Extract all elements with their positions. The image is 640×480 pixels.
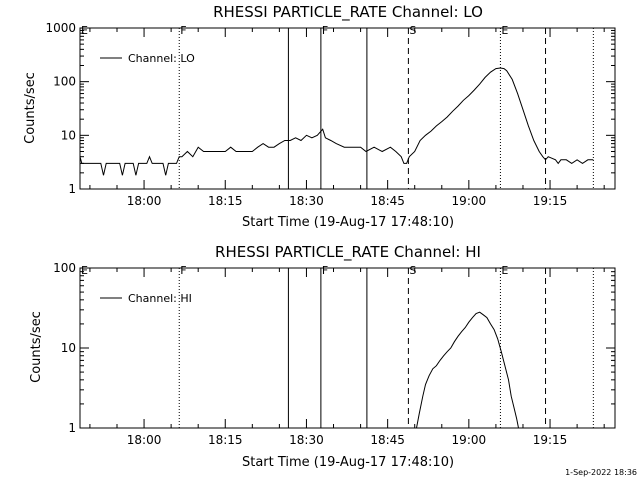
chart-hi: RHESSI PARTICLE_RATE Channel: HI Start T… [29, 243, 616, 470]
chart-title-hi: RHESSI PARTICLE_RATE Channel: HI [215, 243, 481, 262]
event-marker-label-hi-1: F [180, 264, 186, 277]
y-tick-label-lo-1: 10 [61, 128, 76, 142]
event-marker-label-hi-0: E [81, 264, 88, 277]
x-tick-label-hi-3: 18:45 [370, 433, 405, 447]
x-axis-label-lo: Start Time (19-Aug-17 17:48:10) [242, 215, 454, 230]
event-marker-label-hi-5: S [409, 264, 416, 277]
series-line-lo-0 [79, 67, 594, 176]
y-tick-label-lo-3: 1000 [45, 21, 76, 35]
event-marker-label-lo-5: S [409, 24, 416, 37]
x-tick-label-lo-1: 18:15 [208, 194, 243, 208]
legend-label-hi: Channel: HI [128, 292, 192, 305]
x-tick-label-lo-3: 18:45 [370, 194, 405, 208]
event-marker-label-lo-3: F [322, 24, 328, 37]
y-axis-label-hi: Counts/sec [29, 311, 44, 383]
event-marker-label-hi-3: F [322, 264, 328, 277]
x-tick-label-lo-5: 19:15 [533, 194, 568, 208]
y-axis-label-lo: Counts/sec [23, 72, 38, 144]
y-tick-label-hi-2: 100 [53, 261, 76, 275]
legend-label-lo: Channel: LO [128, 52, 195, 65]
chart-lo: RHESSI PARTICLE_RATE Channel: LO Start T… [23, 3, 616, 230]
x-tick-label-hi-0: 18:00 [127, 433, 162, 447]
y-tick-label-hi-1: 10 [61, 341, 76, 355]
x-axis-label-hi: Start Time (19-Aug-17 17:48:10) [242, 455, 454, 470]
y-tick-label-lo-2: 100 [53, 75, 76, 89]
series-line-hi-0 [416, 311, 519, 429]
x-tick-label-hi-4: 19:00 [452, 433, 487, 447]
event-marker-label-hi-6: E [501, 264, 508, 277]
x-tick-label-lo-0: 18:00 [127, 194, 162, 208]
x-tick-label-lo-2: 18:30 [289, 194, 324, 208]
x-tick-label-hi-5: 19:15 [533, 433, 568, 447]
x-tick-label-hi-1: 18:15 [208, 433, 243, 447]
x-tick-label-hi-2: 18:30 [289, 433, 324, 447]
chart-title-lo: RHESSI PARTICLE_RATE Channel: LO [213, 3, 483, 22]
event-marker-label-lo-6: E [501, 24, 508, 37]
event-marker-label-lo-0: E [81, 24, 88, 37]
generation-timestamp: 1-Sep-2022 18:36 [565, 468, 637, 477]
y-tick-label-lo-0: 1 [68, 182, 76, 196]
event-marker-label-lo-1: F [180, 24, 186, 37]
y-tick-label-hi-0: 1 [68, 421, 76, 435]
x-tick-label-lo-4: 19:00 [452, 194, 487, 208]
